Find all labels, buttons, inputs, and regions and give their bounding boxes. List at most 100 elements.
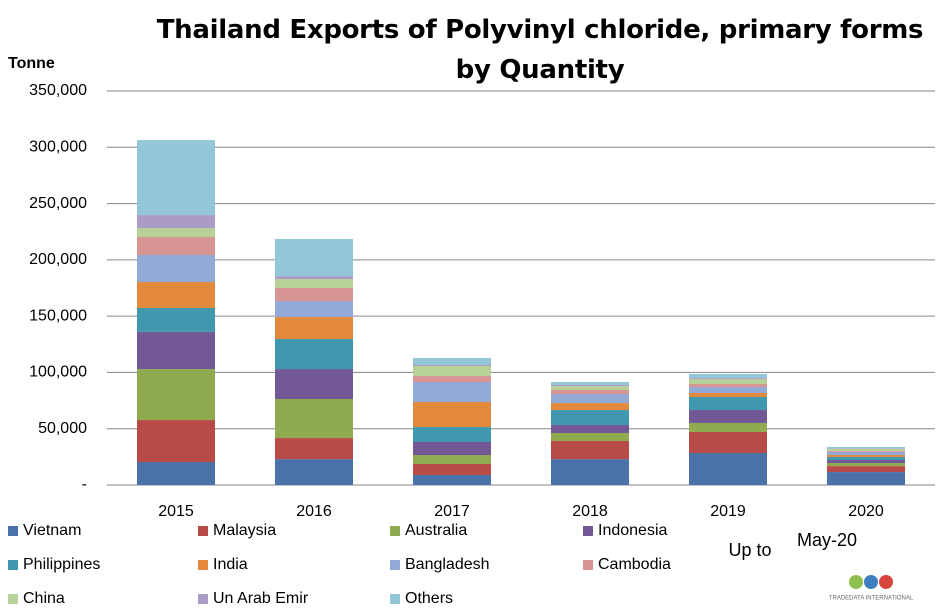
logo-icon — [849, 575, 863, 589]
bar-segment — [413, 366, 491, 377]
legend-label: Philippines — [23, 556, 100, 573]
legend-swatch — [583, 560, 593, 570]
y-axis-label: Tonne — [8, 55, 55, 72]
bar-segment — [827, 472, 905, 485]
bar-segment — [275, 239, 353, 277]
y-tick-label: 250,000 — [29, 195, 87, 212]
chart-title: Thailand Exports of Polyvinyl chloride, … — [156, 15, 924, 85]
bar-segment — [275, 338, 353, 370]
legend-swatch — [390, 560, 400, 570]
bar-segment — [551, 386, 629, 390]
bar-segment — [827, 450, 905, 452]
legend-label: Australia — [405, 522, 467, 539]
legend-swatch — [198, 594, 208, 604]
x-tick-label: 2017 — [434, 503, 470, 520]
bar-segment — [689, 379, 767, 385]
legend-label: Cambodia — [598, 556, 671, 573]
bar-segment — [689, 378, 767, 380]
bar-segment — [551, 432, 629, 441]
bar-segment — [827, 460, 905, 464]
legend-label: China — [23, 590, 65, 607]
y-tick-label: 150,000 — [29, 307, 87, 324]
legend-label: Malaysia — [213, 522, 276, 539]
logo-icon — [879, 575, 893, 589]
legend-label: Vietnam — [23, 522, 81, 539]
logo: TRADEDATA INTERNATIONAL — [829, 596, 914, 602]
bar-segment — [413, 402, 491, 428]
bar-segment — [137, 331, 215, 370]
bar-segment — [689, 396, 767, 411]
legend-label: Un Arab Emir — [213, 590, 309, 607]
bar-segment — [827, 451, 905, 455]
bar-segment — [551, 381, 629, 386]
bar-segment — [413, 427, 491, 442]
bar-segment — [689, 410, 767, 423]
y-tick-label: 100,000 — [29, 364, 87, 381]
bar-segment — [551, 410, 629, 425]
bar-segment — [827, 448, 905, 451]
bar-segment — [137, 420, 215, 463]
legend-label: Indonesia — [598, 522, 667, 539]
bar-segment — [275, 301, 353, 318]
bar-segment — [275, 438, 353, 460]
bar-segment — [275, 317, 353, 339]
legend-swatch — [198, 560, 208, 570]
bar-segment — [413, 463, 491, 475]
bar-segment — [551, 389, 629, 395]
y-tick-label: 350,000 — [29, 82, 87, 99]
bar-segment — [827, 463, 905, 467]
bar-segment — [551, 424, 629, 433]
bar-segment — [689, 384, 767, 388]
legend-swatch — [8, 594, 18, 604]
y-tick-label: - — [82, 476, 87, 493]
bar-segment — [689, 431, 767, 454]
bar-segment — [137, 369, 215, 421]
legend-label: Others — [405, 590, 453, 607]
bar-segment — [551, 403, 629, 411]
bar-segment — [413, 364, 491, 367]
bar-segment — [827, 446, 905, 449]
x-tick-label: 2018 — [572, 503, 608, 520]
bar-segment — [275, 278, 353, 288]
x-tick-label: 2020 — [848, 503, 884, 520]
legend-swatch — [198, 526, 208, 536]
bar-segment — [275, 398, 353, 439]
bar-segment — [551, 394, 629, 404]
bar-segment — [689, 374, 767, 379]
x-tick-label: 2019 — [710, 503, 746, 520]
bar-segment — [137, 282, 215, 309]
bar-segment — [137, 255, 215, 283]
bar-segment — [137, 140, 215, 216]
bar-segment — [137, 308, 215, 332]
legend-swatch — [390, 594, 400, 604]
bar-segment — [137, 237, 215, 256]
bar-segment — [689, 393, 767, 397]
bar-segment — [137, 227, 215, 238]
bar-segment — [275, 288, 353, 302]
legend-label: Bangladesh — [405, 556, 490, 573]
bar-segment — [827, 466, 905, 473]
bar-segment — [689, 422, 767, 432]
bar-segment — [413, 358, 491, 365]
note: Up to — [728, 540, 771, 560]
bar-segment — [137, 215, 215, 228]
bar-segment — [827, 456, 905, 461]
legend-label: India — [213, 556, 248, 573]
bar-segment — [275, 369, 353, 399]
legend-swatch — [8, 526, 18, 536]
bar-segment — [551, 440, 629, 460]
bar-segment — [275, 459, 353, 485]
bar-segment — [137, 462, 215, 485]
bar-segment — [413, 376, 491, 382]
bar-segment — [413, 455, 491, 464]
bar-segment — [551, 385, 629, 387]
x-tick-label: 2015 — [158, 503, 194, 520]
y-tick-label: 200,000 — [29, 251, 87, 268]
legend-swatch — [8, 560, 18, 570]
bar-segment — [275, 276, 353, 279]
x-tick-label: 2016 — [296, 503, 332, 520]
legend-swatch — [583, 526, 593, 536]
bar-segment — [827, 454, 905, 457]
